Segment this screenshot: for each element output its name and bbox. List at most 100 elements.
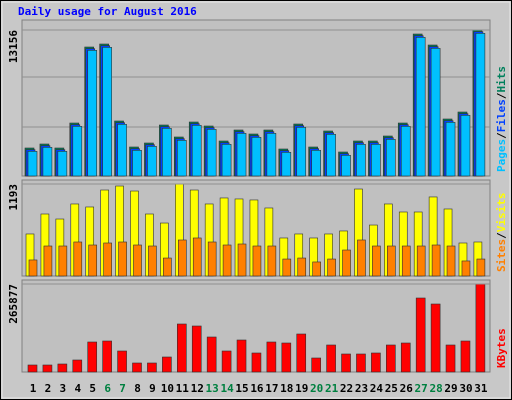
x-tick-label: 13 [206,382,219,395]
legend-entry: Hits [495,66,508,93]
bar [192,237,202,277]
bar [117,350,127,373]
bar [296,127,307,177]
bar [42,364,53,373]
bar [372,245,381,277]
bar [357,239,366,277]
bar [430,303,441,373]
x-tick-label: 6 [104,382,111,395]
x-tick-label: 25 [385,382,398,395]
bar [297,257,307,277]
bar [177,140,187,177]
bar [177,323,187,373]
x-tick-label: 17 [265,382,278,395]
bar [162,356,172,373]
legend-entry: Pages [495,139,508,172]
x-tick-label: 22 [340,382,353,395]
bar [148,245,157,277]
bar [88,244,98,277]
x-tick-label: 15 [235,382,248,395]
x-tick-label: 31 [474,382,488,395]
x-tick-label: 11 [176,382,190,395]
bar [221,144,232,177]
bar [206,336,217,373]
bar [221,350,232,373]
bar [326,344,336,373]
bar [476,258,486,277]
bar [341,353,351,373]
bar [118,241,127,277]
x-tick-label: 23 [355,382,368,395]
bar [178,239,187,277]
bar [163,257,172,277]
y-tick-label: 265877 [7,284,20,324]
bar [206,129,217,177]
x-tick-label: 5 [89,382,96,395]
bar [237,243,247,277]
bar [28,259,38,277]
x-tick-label: 9 [149,382,156,395]
bar [162,128,172,177]
bar [191,125,202,177]
bar [371,144,381,177]
x-tick-label: 28 [429,382,442,395]
bar [103,242,112,277]
bar [356,144,366,177]
bar [132,150,142,177]
x-tick-label: 24 [370,382,384,395]
bar [281,152,292,177]
bar [266,341,277,373]
bar [72,126,83,177]
bar [326,134,336,177]
x-tick-label: 4 [74,382,81,395]
x-tick-label: 20 [310,382,323,395]
bar [191,325,202,373]
bar [431,244,441,277]
bar [147,362,157,373]
bar [430,48,441,177]
bar [102,47,112,177]
y-tick-label: 1193 [7,184,20,211]
bar [400,126,411,177]
y-tick-label: 13156 [7,30,20,63]
bar [132,362,142,373]
bar [327,258,336,277]
bar [251,352,262,373]
x-tick-label: 8 [134,382,141,395]
x-tick-label: 29 [444,382,457,395]
bar [251,137,262,177]
bar [117,124,127,177]
bar [296,333,307,373]
bar [475,33,486,177]
bar [43,245,53,277]
legend-entry: Sites [495,239,508,272]
x-tick-label: 2 [45,382,52,395]
legend: Pages/Files/Hits [495,66,508,172]
bar [312,261,321,277]
bar [236,133,247,177]
x-tick-label: 26 [400,382,414,395]
bar [73,241,83,277]
bar [342,249,351,277]
legend: KBytes [495,328,508,368]
bar [27,151,38,177]
legend-separator: / [495,92,508,99]
bar [400,342,411,373]
bar [445,344,456,373]
x-tick-label: 30 [459,382,472,395]
bar [386,344,396,373]
x-tick-label: 1 [30,382,37,395]
bar [267,245,277,277]
bar [371,352,381,373]
bar [460,115,471,177]
bar [475,283,486,373]
bar [387,245,396,277]
chart-title: Daily usage for August 2016 [18,5,197,18]
bar [415,297,426,373]
legend-separator: / [495,232,508,239]
bar [87,50,98,177]
legend-entry: Visits [495,193,508,233]
bar [416,245,426,277]
